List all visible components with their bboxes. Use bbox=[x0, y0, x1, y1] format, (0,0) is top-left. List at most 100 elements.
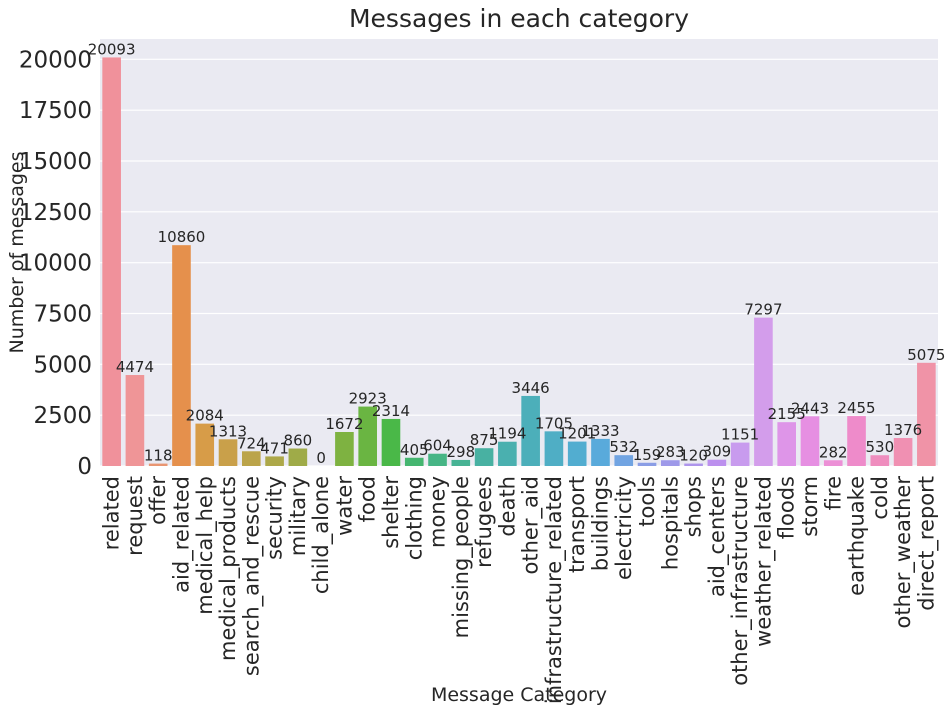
bar bbox=[195, 423, 215, 466]
x-tick-label: hospitals bbox=[658, 476, 682, 570]
x-tick-label: medical_help bbox=[193, 476, 218, 615]
bar-value-label: 118 bbox=[144, 447, 173, 465]
bar-value-label: 860 bbox=[284, 432, 313, 450]
bar-value-label: 875 bbox=[470, 431, 499, 449]
bar bbox=[451, 459, 471, 466]
bar-value-label: 1201 bbox=[558, 425, 596, 443]
y-tick-label: 20000 bbox=[19, 47, 92, 73]
bar-value-label: 532 bbox=[609, 438, 638, 456]
bar bbox=[404, 457, 424, 466]
bar-value-label: 2455 bbox=[837, 399, 875, 417]
x-tick-label: money bbox=[426, 476, 450, 548]
bar-value-label: 282 bbox=[819, 443, 848, 461]
x-tick-label: shelter bbox=[379, 476, 403, 549]
bar bbox=[288, 448, 308, 466]
x-tick-label: search_and_rescue bbox=[239, 476, 264, 676]
x-tick-label: earthquake bbox=[845, 476, 869, 596]
x-tick-label: offer bbox=[146, 476, 170, 525]
bar-value-label: 1705 bbox=[535, 414, 573, 432]
y-tick-label: 0 bbox=[77, 454, 92, 480]
bar bbox=[148, 463, 168, 466]
y-tick-label: 5000 bbox=[33, 352, 92, 378]
bar bbox=[567, 441, 587, 466]
bar bbox=[730, 442, 750, 466]
x-tick-label: shops bbox=[682, 476, 706, 537]
bar-value-label: 530 bbox=[865, 438, 894, 456]
bar-value-label: 2923 bbox=[349, 390, 387, 408]
x-tick-label: child_alone bbox=[309, 476, 334, 594]
x-tick-label: military bbox=[286, 476, 310, 556]
x-tick-label: death bbox=[495, 476, 519, 537]
bar-value-label: 1333 bbox=[581, 422, 619, 440]
y-tick-label: 12500 bbox=[19, 200, 92, 226]
bar-value-label: 405 bbox=[400, 441, 429, 459]
bars bbox=[102, 57, 936, 467]
bar-value-label: 298 bbox=[446, 443, 475, 461]
bar-value-label: 0 bbox=[316, 449, 326, 467]
x-tick-label: cold bbox=[868, 476, 892, 520]
bar-value-label: 1194 bbox=[488, 425, 526, 443]
bar-value-label: 471 bbox=[260, 439, 289, 457]
bar-value-label: 1376 bbox=[884, 421, 922, 439]
x-tick-label: medical_products bbox=[216, 476, 241, 661]
x-tick-label: other_weather bbox=[891, 476, 916, 629]
bar-value-label: 120 bbox=[679, 447, 708, 465]
bar bbox=[544, 431, 564, 466]
x-tick-label: clothing bbox=[402, 476, 426, 560]
bar bbox=[893, 438, 913, 466]
bar-value-label: 724 bbox=[237, 434, 266, 452]
bar bbox=[381, 418, 401, 466]
x-tick-label: transport bbox=[565, 476, 589, 573]
x-tick-label: related bbox=[100, 476, 124, 550]
bar-value-label: 159 bbox=[633, 446, 662, 464]
bar bbox=[684, 463, 703, 466]
y-tick-label: 7500 bbox=[33, 302, 92, 328]
bar bbox=[870, 455, 890, 466]
x-tick-label: request bbox=[123, 476, 147, 556]
chart-title: Messages in each category bbox=[349, 4, 689, 33]
bar-value-label: 10860 bbox=[158, 228, 206, 246]
x-tick-label: weather_related bbox=[751, 476, 776, 647]
x-tick-label: food bbox=[356, 476, 380, 522]
x-tick-label: floods bbox=[775, 476, 799, 539]
bar bbox=[474, 448, 494, 466]
bar-value-label: 4474 bbox=[116, 358, 154, 376]
bar bbox=[428, 453, 447, 466]
bar bbox=[637, 462, 657, 466]
x-tick-label: infrastructure_related bbox=[542, 476, 567, 704]
y-axis-ticks: 0 2500 5000 7500 10000 12500 15000 17500 20000 bbox=[19, 47, 92, 480]
x-tick-label: direct_report bbox=[914, 476, 939, 611]
bar bbox=[847, 416, 866, 466]
bar-value-label: 2155 bbox=[768, 405, 806, 423]
bar bbox=[358, 406, 378, 466]
bar bbox=[102, 57, 121, 467]
bar bbox=[335, 432, 354, 466]
bar bbox=[777, 422, 797, 466]
bar-value-label: 5075 bbox=[907, 346, 945, 364]
bar bbox=[241, 451, 261, 466]
bar-value-label: 2084 bbox=[186, 407, 224, 425]
x-tick-label: other_aid bbox=[519, 476, 544, 574]
x-axis-ticks: related request offer aid_related medical_he… bbox=[100, 476, 940, 704]
bar bbox=[754, 317, 773, 466]
bar bbox=[125, 375, 145, 466]
y-tick-label: 15000 bbox=[19, 149, 92, 175]
x-tick-label: water bbox=[332, 476, 356, 536]
bar bbox=[707, 459, 727, 466]
x-tick-label: fire bbox=[821, 476, 845, 510]
bar-value-label: 2443 bbox=[791, 399, 829, 417]
x-tick-label: other_infrastructure bbox=[728, 476, 753, 686]
x-tick-label: aid_related bbox=[169, 476, 194, 593]
bar-value-label: 1672 bbox=[325, 415, 363, 433]
bar bbox=[172, 245, 191, 466]
bar bbox=[800, 416, 820, 466]
x-tick-label: security bbox=[263, 476, 287, 560]
bar bbox=[591, 438, 610, 466]
bar bbox=[917, 362, 936, 466]
x-tick-label: refugees bbox=[472, 476, 496, 568]
bar bbox=[265, 456, 284, 466]
y-tick-label: 10000 bbox=[19, 251, 92, 277]
x-tick-label: missing_people bbox=[449, 476, 474, 638]
